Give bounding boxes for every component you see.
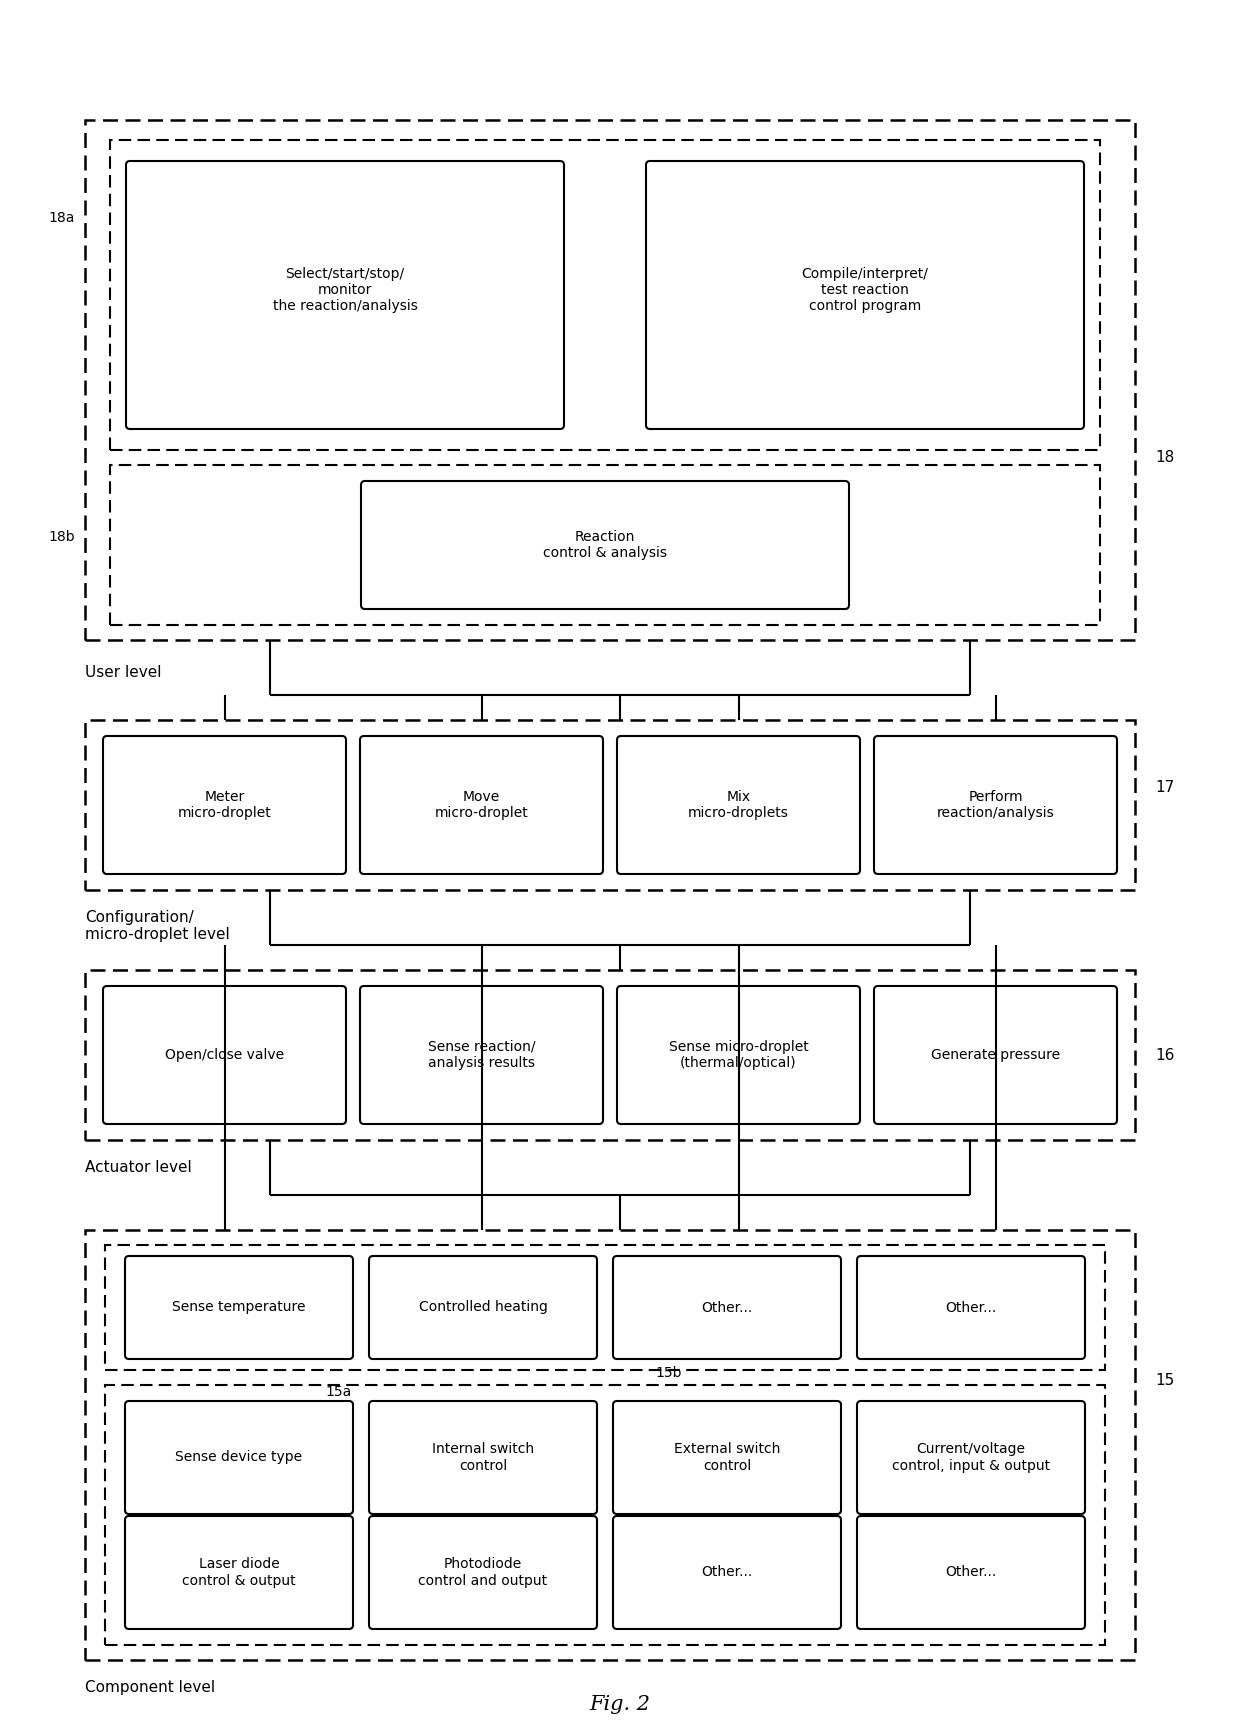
FancyBboxPatch shape (618, 735, 861, 874)
Text: Other...: Other... (702, 1301, 753, 1315)
Text: 16: 16 (1154, 1047, 1174, 1062)
Text: 15: 15 (1154, 1374, 1174, 1387)
FancyBboxPatch shape (125, 1515, 353, 1630)
FancyBboxPatch shape (874, 735, 1117, 874)
FancyBboxPatch shape (857, 1515, 1085, 1630)
FancyBboxPatch shape (874, 986, 1117, 1124)
Text: 15a: 15a (325, 1386, 351, 1400)
Text: 17: 17 (1154, 780, 1174, 796)
FancyBboxPatch shape (126, 161, 564, 429)
Text: Mix
micro-droplets: Mix micro-droplets (688, 791, 789, 820)
Text: 15b: 15b (655, 1367, 682, 1381)
Text: Laser diode
control & output: Laser diode control & output (182, 1557, 296, 1588)
FancyBboxPatch shape (613, 1256, 841, 1360)
FancyBboxPatch shape (370, 1256, 596, 1360)
FancyBboxPatch shape (86, 720, 1135, 889)
FancyBboxPatch shape (618, 986, 861, 1124)
FancyBboxPatch shape (360, 986, 603, 1124)
Text: Other...: Other... (945, 1566, 997, 1579)
Text: 18: 18 (1154, 450, 1174, 465)
FancyBboxPatch shape (105, 1386, 1105, 1645)
FancyBboxPatch shape (86, 119, 1135, 640)
Text: External switch
control: External switch control (673, 1443, 780, 1472)
FancyBboxPatch shape (857, 1256, 1085, 1360)
FancyBboxPatch shape (613, 1515, 841, 1630)
FancyBboxPatch shape (361, 481, 849, 609)
Text: Move
micro-droplet: Move micro-droplet (435, 791, 528, 820)
FancyBboxPatch shape (86, 1230, 1135, 1661)
Text: User level: User level (86, 664, 161, 680)
Text: Photodiode
control and output: Photodiode control and output (418, 1557, 548, 1588)
FancyBboxPatch shape (360, 735, 603, 874)
Text: Compile/interpret/
test reaction
control program: Compile/interpret/ test reaction control… (801, 266, 929, 313)
FancyBboxPatch shape (103, 735, 346, 874)
Text: Component level: Component level (86, 1680, 215, 1695)
FancyBboxPatch shape (125, 1256, 353, 1360)
Text: Select/start/stop/
monitor
the reaction/analysis: Select/start/stop/ monitor the reaction/… (273, 266, 418, 313)
Text: Sense reaction/
analysis results: Sense reaction/ analysis results (428, 1040, 536, 1071)
FancyBboxPatch shape (105, 1246, 1105, 1370)
FancyBboxPatch shape (646, 161, 1084, 429)
Text: Internal switch
control: Internal switch control (432, 1443, 534, 1472)
FancyBboxPatch shape (103, 986, 346, 1124)
Text: Open/close valve: Open/close valve (165, 1048, 284, 1062)
Text: Reaction
control & analysis: Reaction control & analysis (543, 529, 667, 561)
Text: Generate pressure: Generate pressure (931, 1048, 1060, 1062)
Text: Controlled heating: Controlled heating (419, 1301, 547, 1315)
Text: Configuration/
micro-droplet level: Configuration/ micro-droplet level (86, 910, 229, 943)
Text: Meter
micro-droplet: Meter micro-droplet (177, 791, 272, 820)
Text: Perform
reaction/analysis: Perform reaction/analysis (936, 791, 1054, 820)
FancyBboxPatch shape (370, 1401, 596, 1514)
Text: Sense temperature: Sense temperature (172, 1301, 306, 1315)
Text: 18a: 18a (48, 211, 74, 225)
FancyBboxPatch shape (370, 1515, 596, 1630)
FancyBboxPatch shape (110, 140, 1100, 450)
FancyBboxPatch shape (125, 1401, 353, 1514)
Text: Sense device type: Sense device type (175, 1450, 303, 1465)
Text: Current/voltage
control, input & output: Current/voltage control, input & output (892, 1443, 1050, 1472)
FancyBboxPatch shape (110, 465, 1100, 625)
Text: Other...: Other... (702, 1566, 753, 1579)
FancyBboxPatch shape (613, 1401, 841, 1514)
Text: Fig. 2: Fig. 2 (589, 1695, 651, 1714)
Text: Sense micro-droplet
(thermal/optical): Sense micro-droplet (thermal/optical) (668, 1040, 808, 1071)
Text: Other...: Other... (945, 1301, 997, 1315)
Text: Actuator level: Actuator level (86, 1161, 192, 1175)
FancyBboxPatch shape (857, 1401, 1085, 1514)
Text: 18b: 18b (48, 529, 74, 543)
FancyBboxPatch shape (86, 971, 1135, 1140)
